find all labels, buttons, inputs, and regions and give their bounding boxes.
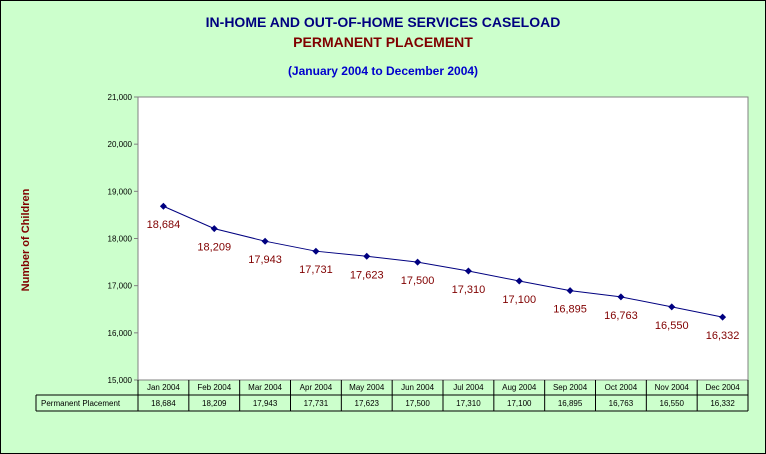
data-label: 17,500 (401, 275, 435, 287)
data-point (515, 277, 523, 285)
data-point (210, 225, 218, 233)
data-point (566, 287, 574, 295)
table-series-name: Permanent Placement (41, 399, 121, 408)
data-label: 18,209 (197, 242, 231, 254)
table-cell: 16,763 (609, 399, 634, 408)
data-label: 16,763 (604, 310, 638, 322)
x-tick-label: Feb 2004 (197, 383, 231, 392)
table-cell: 17,623 (355, 399, 380, 408)
data-label: 16,895 (553, 304, 587, 316)
data-label: 16,550 (655, 320, 689, 332)
table-cell: 17,310 (456, 399, 481, 408)
y-axis: 15,000 16,000 17,000 18,000 19,000 20,000 21,0… (108, 93, 138, 385)
data-label: 17,310 (452, 284, 486, 296)
data-point (159, 202, 167, 210)
x-tick-label: Jun 2004 (401, 383, 434, 392)
y-tick-label: 19,000 (108, 187, 133, 196)
x-tick-label: May 2004 (349, 383, 385, 392)
table-cell: 16,550 (660, 399, 685, 408)
data-point (363, 252, 371, 260)
y-tick-label: 15,000 (108, 376, 133, 385)
plot-area (137, 96, 749, 381)
x-tick-label: Oct 2004 (605, 383, 638, 392)
data-point (312, 247, 320, 255)
table-cell: 17,500 (405, 399, 430, 408)
chart-title: IN-HOME AND OUT-OF-HOME SERVICES CASELOA… (205, 14, 561, 30)
table-cell: 16,895 (558, 399, 583, 408)
data-point (668, 303, 676, 311)
table-cell: 18,209 (202, 399, 227, 408)
data-label: 17,623 (350, 269, 384, 281)
table-cell: 18,684 (151, 399, 176, 408)
series-line (163, 205, 723, 318)
table-cell: 17,731 (304, 399, 329, 408)
x-tick-label: Apr 2004 (300, 383, 333, 392)
x-tick-label: Jul 2004 (453, 383, 484, 392)
x-tick-label: Sep 2004 (553, 383, 588, 392)
data-point (617, 293, 625, 301)
y-tick-label: 17,000 (108, 282, 133, 291)
data-point (464, 267, 472, 275)
data-label: 16,332 (706, 330, 740, 342)
table-cell: 17,943 (253, 399, 278, 408)
table-cell: 16,332 (710, 399, 735, 408)
y-tick-label: 18,000 (108, 235, 133, 244)
y-tick-label: 21,000 (108, 93, 133, 102)
x-tick-label: Aug 2004 (502, 383, 537, 392)
table-cell: 17,100 (507, 399, 532, 408)
data-point (261, 237, 269, 245)
y-tick-label: 16,000 (108, 329, 133, 338)
data-point (414, 258, 422, 266)
x-tick-label: Nov 2004 (655, 383, 690, 392)
chart-period: (January 2004 to December 2004) (287, 64, 479, 78)
data-label: 17,943 (248, 254, 282, 266)
series-permanent-placement: 18,684 18,209 17,943 17,731 17,623 17,500 17,3… (147, 202, 740, 342)
x-tick-label: Jan 2004 (147, 383, 180, 392)
chart-subtitle: PERMANENT PLACEMENT (293, 34, 473, 50)
data-label: 17,100 (502, 294, 536, 306)
data-label: 17,731 (299, 264, 333, 276)
data-point (719, 313, 727, 321)
y-tick-label: 20,000 (108, 140, 133, 149)
data-table: Jan 2004 18,684 Feb 2004 18,209 Mar 2004 17,9… (35, 380, 749, 412)
x-tick-label: Dec 2004 (705, 383, 740, 392)
data-label: 18,684 (147, 219, 181, 231)
x-tick-label: Mar 2004 (248, 383, 282, 392)
